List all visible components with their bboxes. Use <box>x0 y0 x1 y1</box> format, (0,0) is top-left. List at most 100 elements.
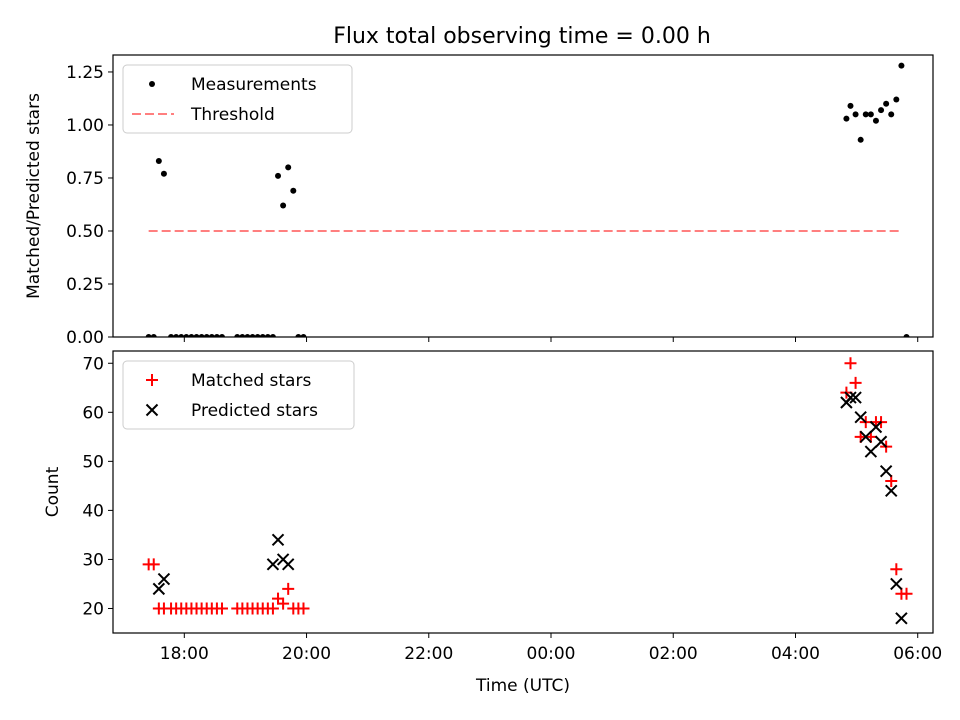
plot-area <box>142 357 913 625</box>
measurement-point <box>872 117 879 124</box>
predicted-star-point <box>157 572 171 586</box>
measurement-point <box>857 136 864 143</box>
measurement-point <box>183 334 190 337</box>
predicted-star-point <box>271 533 285 547</box>
measurement-point <box>188 334 195 337</box>
matched-star-point <box>215 602 228 615</box>
matched-star-point <box>844 357 857 370</box>
y-axis-label: Matched/Predicted stars <box>24 93 44 299</box>
top-panel: 0.00 0.25 0.50 0.75 1.00 1.25 Matched/Predicte… <box>24 54 934 348</box>
measurement-point <box>178 334 185 337</box>
measurement-point <box>208 334 215 337</box>
predicted-star-point <box>890 577 903 591</box>
matched-star-point <box>147 558 160 571</box>
measurement-point <box>878 107 885 114</box>
x-tick-label: 22:00 <box>404 644 453 664</box>
predicted-star-point <box>152 582 166 596</box>
measurement-point <box>852 111 859 118</box>
predicted-star-point <box>266 558 280 571</box>
predicted-star-point <box>864 445 878 458</box>
y-tick-label: 70 <box>82 354 104 374</box>
measurement-point <box>888 111 895 118</box>
plot-frame <box>112 350 934 634</box>
y-tick-label: 1.25 <box>66 63 104 83</box>
x-tick-label: 02:00 <box>649 644 698 664</box>
predicted-star-point <box>874 435 888 448</box>
y-tick-label: 0.75 <box>66 169 104 189</box>
x-tick-label: 00:00 <box>527 644 576 664</box>
y-tick-label: 40 <box>82 501 104 521</box>
y-tick-label: 0.50 <box>66 222 104 242</box>
measurement-point <box>155 158 162 165</box>
matched-star-point <box>890 563 903 576</box>
measurement-point <box>244 334 251 337</box>
measurement-point <box>903 334 910 337</box>
legend-label: Threshold <box>190 105 275 125</box>
predicted-star-point <box>885 484 898 497</box>
measurement-point <box>145 334 152 337</box>
matched-star-point <box>277 597 290 610</box>
chart-title: Flux total observing time = 0.00 h <box>333 24 711 49</box>
x-tick-label: 18:00 <box>160 644 209 664</box>
y-tick-label: 60 <box>82 403 104 423</box>
legend-x-swatch <box>145 403 159 417</box>
measurement-point <box>259 334 266 337</box>
measurement-point <box>234 334 241 337</box>
matched-star-point <box>282 582 295 595</box>
plot-frame <box>112 54 934 338</box>
measurement-point <box>269 334 276 337</box>
plot-area <box>145 62 910 337</box>
predicted-star-point <box>281 558 295 571</box>
x-tick-label: 04:00 <box>771 644 820 664</box>
measurement-point <box>193 334 200 337</box>
matched-star-point <box>849 376 862 389</box>
measurement-point <box>867 111 874 118</box>
measurement-point <box>893 96 900 103</box>
predicted-star-point <box>849 391 862 404</box>
legend-box <box>122 64 353 134</box>
y-tick-label: 50 <box>82 452 104 472</box>
measurement-point <box>203 334 210 337</box>
x-axis-label: Time (UTC) <box>475 676 570 696</box>
measurement-point <box>168 334 175 337</box>
measurement-point <box>264 334 271 337</box>
measurement-point <box>883 100 890 107</box>
measurement-point <box>290 187 297 194</box>
measurement-point <box>218 334 225 337</box>
measurement-point <box>173 334 180 337</box>
predicted-star-point <box>854 411 867 424</box>
legend-dot-swatch <box>149 81 155 87</box>
legend-plus-swatch <box>146 374 158 386</box>
predicted-star-point <box>869 420 883 434</box>
measurement-point <box>295 334 302 337</box>
predicted-star-point <box>844 391 857 404</box>
legend-label: Measurements <box>191 75 317 95</box>
matched-star-point <box>297 602 310 615</box>
measurement-point <box>300 334 307 337</box>
measurement-point <box>160 170 167 177</box>
predicted-star-point <box>859 430 872 444</box>
y-axis-label: Count <box>43 466 63 517</box>
measurement-point <box>847 102 854 109</box>
measurement-point <box>249 334 256 337</box>
measurement-point <box>150 334 157 337</box>
measurement-point <box>275 172 282 179</box>
x-tick-label: 20:00 <box>282 644 331 664</box>
legend-label: Matched stars <box>191 371 311 391</box>
measurement-point <box>254 334 261 337</box>
y-tick-label: 1.00 <box>66 116 104 136</box>
predicted-star-point <box>879 464 893 478</box>
y-tick-label: 30 <box>82 550 104 570</box>
matched-star-point <box>900 587 913 600</box>
y-tick-label: 20 <box>82 599 104 619</box>
measurement-point <box>239 334 246 337</box>
measurement-point <box>280 202 287 209</box>
matched-star-point <box>266 602 279 615</box>
measurement-point <box>898 62 905 69</box>
measurement-point <box>843 115 850 122</box>
legend-box <box>122 360 355 430</box>
y-tick-label: 0.00 <box>66 328 104 348</box>
predicted-star-point <box>895 612 908 625</box>
bottom-panel: 20 30 40 50 60 70 18:00 20:00 22:00 00:00 02:00 04:… <box>43 350 942 696</box>
